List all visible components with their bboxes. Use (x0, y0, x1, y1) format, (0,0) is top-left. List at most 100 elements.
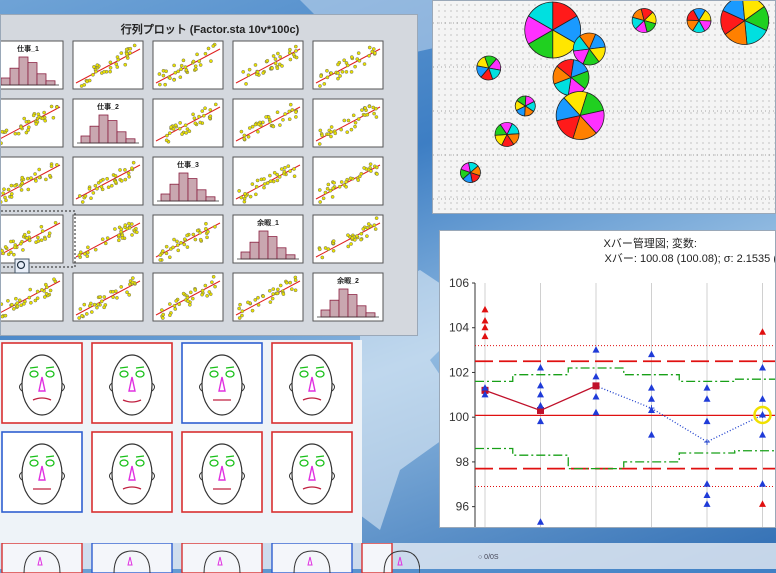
dot-grid (469, 65, 470, 66)
data-point (482, 317, 489, 324)
dot-grid (727, 47, 728, 48)
scatter-point (359, 238, 362, 241)
dot-grid (481, 167, 482, 168)
dot-grid (757, 47, 758, 48)
scatter-point (118, 168, 121, 171)
dot-grid (469, 47, 470, 48)
dot-grid (679, 89, 680, 90)
data-point (593, 393, 600, 400)
scatter-point (52, 278, 55, 281)
dot-grid (607, 71, 608, 72)
dot-grid (577, 167, 578, 168)
scatter-point (213, 225, 216, 228)
dot-grid (607, 191, 608, 192)
matrix-cell (313, 215, 383, 263)
dot-grid (721, 65, 722, 66)
scatter-point (129, 47, 132, 50)
dot-grid (691, 185, 692, 186)
dot-grid (715, 209, 716, 210)
scatter-point (125, 52, 128, 55)
dot-grid (715, 53, 716, 54)
dot-grid (613, 173, 614, 174)
dot-grid (745, 137, 746, 138)
dot-grid (649, 149, 650, 150)
scatter-point (346, 64, 349, 67)
dot-grid (649, 53, 650, 54)
dot-grid (487, 23, 488, 24)
dot-grid (727, 101, 728, 102)
dot-grid (619, 161, 620, 162)
scatter-point (318, 248, 321, 251)
scatter-point (79, 251, 82, 254)
dot-grid (475, 83, 476, 84)
dot-grid (703, 185, 704, 186)
dot-grid (499, 17, 500, 18)
dot-grid (685, 65, 686, 66)
data-point (704, 384, 711, 391)
dot-grid (451, 107, 452, 108)
scatter-point (372, 112, 375, 115)
dot-grid (757, 89, 758, 90)
dot-grid (547, 65, 548, 66)
dot-grid (733, 125, 734, 126)
dot-grid (715, 101, 716, 102)
dot-grid (733, 179, 734, 180)
dot-grid (655, 197, 656, 198)
dot-grid (601, 167, 602, 168)
dot-grid (529, 71, 530, 72)
dot-grid (619, 77, 620, 78)
dot-grid (487, 143, 488, 144)
dot-grid (487, 107, 488, 108)
dot-grid (499, 77, 500, 78)
dot-grid (529, 89, 530, 90)
dot-grid (667, 179, 668, 180)
dot-grid (775, 29, 776, 30)
dot-grid (517, 71, 518, 72)
dot-grid (595, 179, 596, 180)
dot-grid (499, 119, 500, 120)
scatter-point (332, 187, 335, 190)
dot-grid (529, 95, 530, 96)
dot-grid (451, 29, 452, 30)
dot-grid (703, 125, 704, 126)
dot-grid (481, 89, 482, 90)
scatter-point (116, 65, 119, 68)
dot-grid (739, 65, 740, 66)
dot-grid (721, 119, 722, 120)
variable-label: 仕事_3 (176, 160, 199, 169)
dot-grid (625, 149, 626, 150)
dot-grid (649, 131, 650, 132)
dot-grid (463, 185, 464, 186)
dot-grid (463, 29, 464, 30)
dot-grid (643, 95, 644, 96)
dot-grid (739, 119, 740, 120)
dot-grid (613, 107, 614, 108)
dot-grid (769, 167, 770, 168)
dot-grid (709, 89, 710, 90)
scatter-point (254, 193, 257, 196)
scatter-point (158, 72, 161, 75)
dot-grid (499, 11, 500, 12)
dot-grid (751, 161, 752, 162)
dot-grid (661, 209, 662, 210)
scatter-point (179, 241, 182, 244)
histogram-bar (348, 295, 357, 317)
dot-grid (655, 179, 656, 180)
dot-grid (649, 5, 650, 6)
histogram-bar (19, 57, 28, 85)
scatter-point (338, 185, 341, 188)
dot-grid (601, 29, 602, 30)
dot-grid (523, 5, 524, 6)
dot-grid (511, 89, 512, 90)
scatter-point (292, 53, 295, 56)
dot-grid (697, 71, 698, 72)
dot-grid (625, 209, 626, 210)
scatter-point (204, 52, 207, 55)
scatter-point (209, 59, 212, 62)
dot-grid (643, 179, 644, 180)
dot-grid (739, 71, 740, 72)
dot-grid (739, 203, 740, 204)
dot-grid (649, 83, 650, 84)
dot-grid (625, 95, 626, 96)
dot-grid (511, 95, 512, 96)
